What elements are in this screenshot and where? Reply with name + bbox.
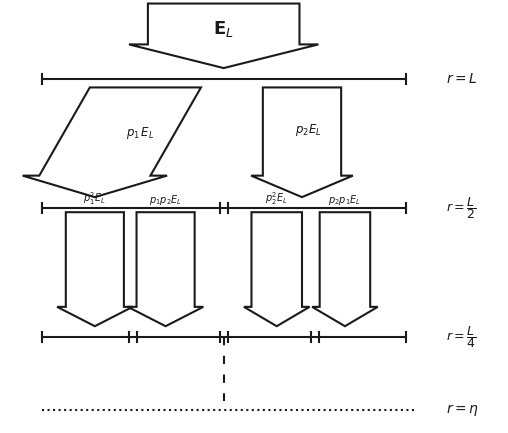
Polygon shape: [128, 212, 203, 326]
Text: $r = L$: $r = L$: [446, 72, 478, 86]
Text: $p_2 E_L$: $p_2 E_L$: [295, 123, 322, 139]
Polygon shape: [57, 212, 133, 326]
Polygon shape: [23, 87, 201, 197]
Text: $r = \dfrac{L}{4}$: $r = \dfrac{L}{4}$: [446, 324, 477, 350]
Text: $p_2 p_1 E_L$: $p_2 p_1 E_L$: [328, 193, 362, 207]
Text: $\mathbf{E}_L$: $\mathbf{E}_L$: [213, 19, 234, 39]
Text: $r = \eta$: $r = \eta$: [446, 402, 479, 418]
Polygon shape: [312, 212, 378, 326]
Text: $p_1 p_2 E_L$: $p_1 p_2 E_L$: [149, 193, 182, 207]
Text: $p_1^2 E_L$: $p_1^2 E_L$: [83, 190, 106, 207]
Text: $p_1\,E_L$: $p_1\,E_L$: [126, 125, 154, 141]
Polygon shape: [244, 212, 309, 326]
Text: $p_2^2 E_L$: $p_2^2 E_L$: [265, 190, 288, 207]
Polygon shape: [129, 3, 319, 68]
Text: $r = \dfrac{L}{2}$: $r = \dfrac{L}{2}$: [446, 195, 477, 221]
Polygon shape: [251, 87, 353, 197]
